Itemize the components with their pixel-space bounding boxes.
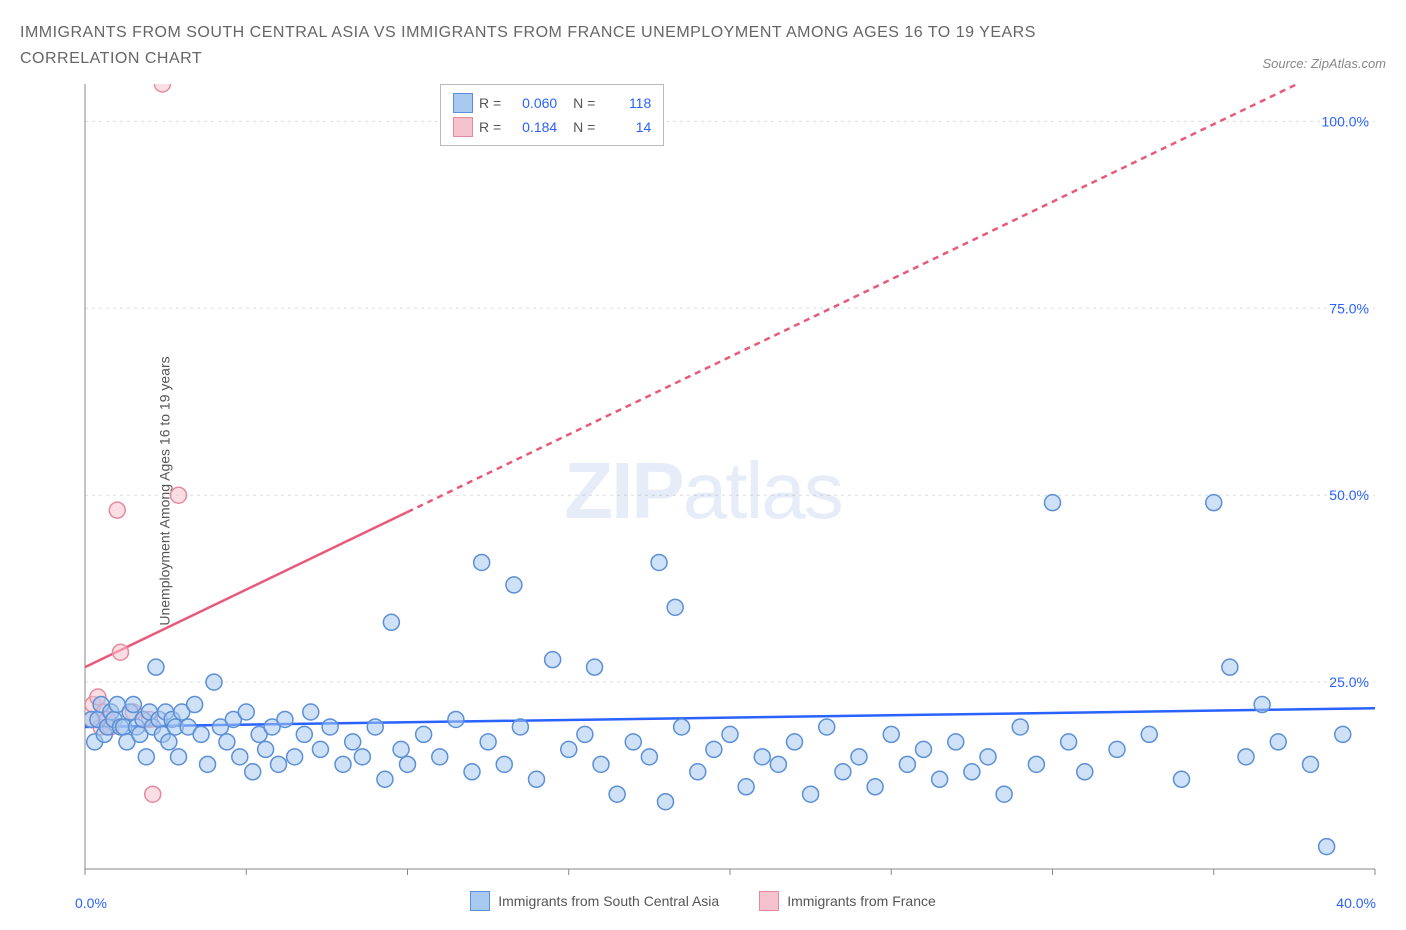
r-label: R = [479, 95, 501, 111]
svg-text:50.0%: 50.0% [1329, 487, 1369, 503]
svg-text:100.0%: 100.0% [1322, 114, 1369, 130]
legend-swatch-series2 [759, 891, 779, 911]
n-value-series2: 14 [601, 119, 651, 135]
stats-row-series1: R = 0.060 N = 118 [453, 91, 651, 115]
legend-item-series1: Immigrants from South Central Asia [470, 891, 719, 911]
n-value-series1: 118 [601, 95, 651, 111]
stats-box: R = 0.060 N = 118 R = 0.184 N = 14 [440, 84, 664, 146]
legend-swatch-series1 [470, 891, 490, 911]
svg-text:25.0%: 25.0% [1329, 674, 1369, 690]
chart-svg: 25.0% 50.0% 75.0% 100.0% [20, 76, 1386, 906]
stats-swatch-series2 [453, 117, 473, 137]
r-value-series2: 0.184 [507, 119, 557, 135]
legend-item-series2: Immigrants from France [759, 891, 936, 911]
legend-label-series1: Immigrants from South Central Asia [498, 893, 719, 909]
chart-container: Unemployment Among Ages 16 to 19 years R… [20, 76, 1386, 906]
r-label: R = [479, 119, 501, 135]
svg-text:75.0%: 75.0% [1329, 300, 1369, 316]
n-label: N = [573, 119, 595, 135]
r-value-series1: 0.060 [507, 95, 557, 111]
chart-title-line1: IMMIGRANTS FROM SOUTH CENTRAL ASIA VS IM… [20, 24, 1036, 41]
stats-swatch-series1 [453, 93, 473, 113]
n-label: N = [573, 95, 595, 111]
legend: Immigrants from South Central Asia Immig… [20, 891, 1386, 911]
stats-row-series2: R = 0.184 N = 14 [453, 115, 651, 139]
source-attribution: Source: ZipAtlas.com [1262, 56, 1386, 71]
legend-label-series2: Immigrants from France [787, 893, 936, 909]
chart-title-line2: CORRELATION CHART [20, 50, 202, 67]
